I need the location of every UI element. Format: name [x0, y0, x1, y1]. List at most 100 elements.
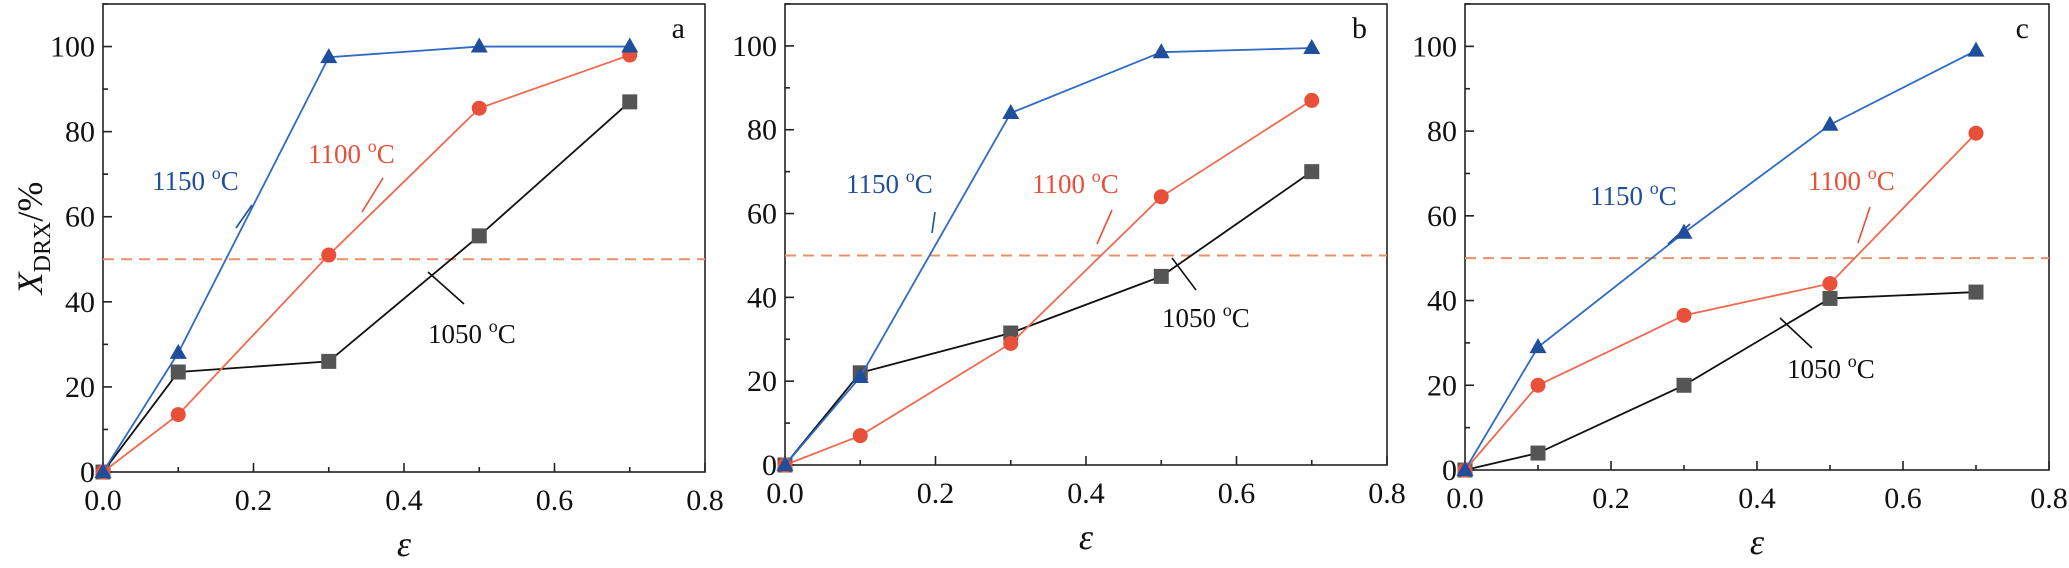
y-tick-label: 0: [762, 449, 777, 482]
series-label-superscript: o: [489, 316, 498, 336]
data-point-1150: [621, 37, 639, 53]
series-label-unit: C: [498, 319, 516, 349]
annotation-leader-1100: [1857, 206, 1871, 244]
x-tick-label: 0.2: [1592, 482, 1630, 515]
data-point-1100: [1968, 125, 1984, 141]
data-point-1100: [1304, 92, 1320, 108]
x-axis-title: ε: [1750, 522, 1765, 562]
annotation-leader-1150: [1667, 223, 1691, 245]
y-tick-label: 60: [747, 198, 777, 231]
data-point-1050: [1822, 290, 1838, 306]
data-point-1150: [1821, 115, 1839, 131]
series-label-superscript: o: [1092, 166, 1101, 186]
x-tick-label: 0.2: [235, 484, 273, 517]
series-label-1050: 1050 oC: [1162, 300, 1250, 333]
data-point-1050: [471, 228, 487, 244]
series-label-text: 1150: [152, 166, 212, 196]
y-tick-label: 0: [80, 456, 95, 489]
series-label-text: 1100: [1808, 166, 1868, 196]
series-label-superscript: o: [368, 136, 377, 156]
data-point-1100: [321, 247, 337, 263]
data-point-1150: [94, 463, 112, 478]
panel-letter: c: [2016, 12, 2029, 45]
y-axis-title-unit: /%: [10, 182, 50, 222]
y-axis-title-subscript: DRX: [30, 222, 56, 273]
y-axis-title: XDRX/%: [10, 182, 56, 297]
series-label-1100: 1100 oC: [1808, 163, 1895, 196]
x-tick-label: 0.8: [1368, 477, 1406, 510]
y-tick-label: 60: [65, 201, 95, 234]
panel-letter: a: [672, 12, 685, 45]
data-point-1050: [622, 94, 638, 110]
series-label-unit: C: [1232, 303, 1250, 333]
series-label-text: 1050: [1162, 303, 1223, 333]
data-point-1150: [1303, 39, 1321, 55]
x-tick-label: 0.8: [2030, 482, 2068, 515]
x-tick-label: 0.6: [536, 484, 574, 517]
series-label-superscript: o: [1848, 351, 1857, 371]
data-point-1150: [1675, 223, 1693, 239]
annotation-leader-1100: [361, 177, 384, 213]
x-tick-label: 0.4: [385, 484, 423, 517]
annotation-leader-1150: [235, 204, 253, 229]
series-label-unit: C: [1659, 181, 1677, 211]
series-line-1100: [1464, 132, 1977, 471]
annotation-leader-1100: [1096, 209, 1113, 245]
data-point-1050: [170, 364, 186, 380]
data-point-1100: [170, 407, 186, 423]
series-label-superscript: o: [1223, 300, 1232, 320]
plot-frame: [102, 3, 706, 473]
series-label-1100: 1100 oC: [1032, 166, 1119, 199]
series-line-1150: [1464, 49, 1977, 471]
data-point-1100: [1530, 377, 1546, 393]
y-tick-label: 80: [65, 116, 95, 149]
series-label-unit: C: [221, 166, 239, 196]
series-label-1150: 1150 oC: [1590, 178, 1677, 211]
series-label-text: 1150: [1590, 181, 1650, 211]
data-point-1100: [1153, 189, 1169, 205]
data-point-1150: [1967, 41, 1985, 57]
data-point-1050: [1968, 284, 1984, 300]
data-point-1050: [1304, 164, 1320, 180]
data-point-1150: [1456, 461, 1474, 476]
series-label-text: 1100: [308, 139, 368, 169]
series-label-text: 1050: [1787, 354, 1848, 384]
data-point-1150: [320, 48, 338, 64]
data-point-1150: [169, 343, 187, 359]
data-point-1050: [321, 353, 337, 369]
annotation-leader-1050: [1171, 257, 1197, 291]
data-point-1150: [1002, 103, 1020, 119]
series-label-superscript: o: [1650, 178, 1659, 198]
data-point-1100: [852, 428, 868, 444]
y-tick-label: 100: [1412, 30, 1457, 63]
series-label-1100: 1100 oC: [308, 136, 395, 169]
x-tick-label: 0.0: [84, 484, 122, 517]
x-tick-label: 0.6: [1884, 482, 1922, 515]
series-line-1100: [784, 99, 1313, 466]
x-tick-label: 0.0: [1446, 482, 1484, 515]
data-point-1050: [1003, 325, 1019, 341]
data-point-1050: [1153, 268, 1169, 284]
y-tick-label: 100: [50, 31, 95, 64]
y-axis-title-symbol: X: [10, 270, 50, 296]
x-tick-label: 0.8: [686, 484, 724, 517]
x-axis-title: ε: [1079, 517, 1094, 557]
series-label-unit: C: [377, 139, 395, 169]
series-label-1050: 1050 oC: [1787, 351, 1875, 384]
series-label-unit: C: [1101, 169, 1119, 199]
data-point-1100: [1822, 276, 1838, 292]
series-label-unit: C: [915, 169, 933, 199]
data-point-1100: [471, 100, 487, 116]
plot-frame: [1464, 3, 2050, 471]
y-tick-label: 40: [1427, 285, 1457, 318]
y-tick-label: 40: [747, 281, 777, 314]
y-tick-label: 0: [1442, 454, 1457, 487]
series-line-1150: [784, 47, 1312, 466]
x-tick-label: 0.4: [1738, 482, 1776, 515]
y-tick-label: 20: [1427, 369, 1457, 402]
